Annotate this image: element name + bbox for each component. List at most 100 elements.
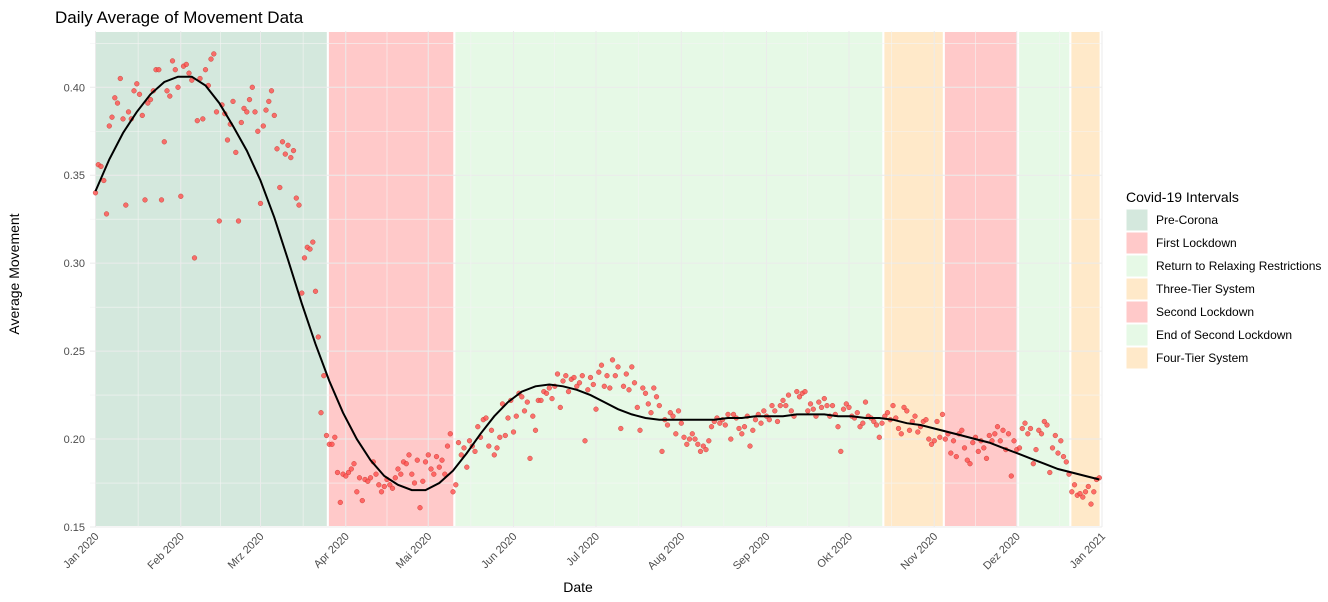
x-tick-label: Feb 2020 bbox=[146, 531, 187, 572]
data-point bbox=[117, 75, 123, 82]
data-point bbox=[103, 211, 110, 217]
data-point bbox=[156, 67, 162, 73]
data-point bbox=[543, 390, 550, 396]
data-point bbox=[948, 450, 954, 456]
data-point bbox=[230, 98, 236, 105]
data-point bbox=[488, 427, 495, 433]
data-point bbox=[750, 427, 756, 433]
data-point bbox=[466, 438, 473, 444]
data-point bbox=[299, 290, 305, 296]
data-point bbox=[582, 438, 588, 444]
data-point bbox=[752, 417, 759, 423]
data-point bbox=[158, 197, 165, 203]
data-point bbox=[546, 385, 552, 391]
data-point bbox=[623, 371, 629, 377]
data-point bbox=[202, 67, 209, 73]
data-point bbox=[282, 151, 288, 157]
data-point bbox=[689, 431, 695, 437]
data-point bbox=[843, 401, 849, 407]
data-point bbox=[494, 445, 500, 451]
data-point bbox=[527, 455, 533, 462]
data-point bbox=[1055, 450, 1061, 456]
data-point bbox=[895, 425, 902, 432]
data-point bbox=[964, 457, 970, 463]
data-point bbox=[447, 431, 453, 437]
data-point bbox=[607, 385, 613, 391]
data-point bbox=[354, 489, 360, 495]
data-point bbox=[285, 142, 291, 148]
data-point bbox=[857, 424, 863, 430]
data-point bbox=[1011, 438, 1017, 444]
data-point bbox=[824, 403, 830, 409]
data-point bbox=[645, 401, 651, 407]
data-point bbox=[134, 81, 140, 87]
data-point bbox=[838, 448, 844, 455]
legend-label: Four-Tier System bbox=[1156, 351, 1248, 365]
data-point bbox=[942, 436, 948, 442]
data-point bbox=[359, 498, 365, 504]
data-point bbox=[953, 454, 959, 460]
data-point bbox=[807, 401, 814, 407]
data-point bbox=[574, 383, 580, 389]
data-point bbox=[810, 406, 816, 412]
grid-lines bbox=[90, 31, 1103, 528]
data-point bbox=[678, 420, 684, 426]
data-point bbox=[109, 114, 115, 120]
data-point bbox=[928, 441, 935, 447]
data-point bbox=[774, 418, 781, 425]
data-point bbox=[981, 445, 987, 451]
data-point bbox=[290, 148, 297, 154]
data-point bbox=[1060, 454, 1067, 460]
data-point bbox=[609, 357, 616, 363]
data-point bbox=[1041, 418, 1047, 425]
data-point bbox=[409, 471, 415, 477]
data-point bbox=[593, 406, 599, 412]
data-point bbox=[167, 93, 173, 99]
data-point bbox=[728, 436, 734, 442]
interval-band-5 bbox=[1017, 30, 1072, 528]
data-point bbox=[244, 109, 250, 115]
data-point bbox=[736, 425, 742, 432]
data-point bbox=[486, 443, 492, 449]
legend-label: End of Second Lockdown bbox=[1156, 328, 1292, 342]
data-point bbox=[846, 404, 852, 411]
legend-items: Pre-Corona First Lockdown Return to Relaxi… bbox=[1125, 208, 1321, 370]
data-point bbox=[268, 88, 275, 94]
x-tick-label: Jan 2020 bbox=[61, 531, 101, 571]
data-point bbox=[986, 432, 992, 439]
data-point bbox=[439, 457, 445, 463]
legend-swatch bbox=[1125, 346, 1149, 370]
data-point bbox=[345, 469, 352, 476]
data-point bbox=[194, 118, 200, 124]
data-point bbox=[686, 436, 693, 442]
data-point bbox=[464, 464, 470, 470]
data-point bbox=[637, 427, 643, 433]
data-point bbox=[862, 399, 869, 405]
data-point bbox=[747, 443, 753, 449]
data-point bbox=[664, 422, 671, 428]
data-point bbox=[967, 461, 973, 467]
data-point bbox=[612, 373, 618, 379]
data-point bbox=[1030, 461, 1036, 467]
interval-bands bbox=[93, 30, 1102, 528]
data-point bbox=[585, 387, 591, 393]
data-point bbox=[1038, 431, 1045, 437]
data-point bbox=[1077, 491, 1083, 497]
data-point bbox=[590, 381, 596, 388]
y-tick-label: 0.15 bbox=[64, 522, 85, 534]
data-point bbox=[697, 448, 704, 455]
data-point bbox=[1019, 425, 1025, 432]
legend-label: Three-Tier System bbox=[1156, 282, 1255, 296]
data-point bbox=[587, 374, 594, 381]
data-point bbox=[992, 431, 998, 437]
data-point bbox=[901, 404, 907, 411]
data-point bbox=[675, 408, 682, 414]
data-point bbox=[131, 88, 137, 94]
data-point bbox=[937, 434, 943, 440]
x-tick-label: Jan 2021 bbox=[1068, 531, 1108, 571]
data-point bbox=[884, 410, 891, 416]
legend-swatch bbox=[1125, 254, 1149, 278]
data-point bbox=[994, 424, 1001, 430]
x-tick-label: Jul 2020 bbox=[564, 531, 602, 569]
data-point bbox=[681, 434, 687, 440]
